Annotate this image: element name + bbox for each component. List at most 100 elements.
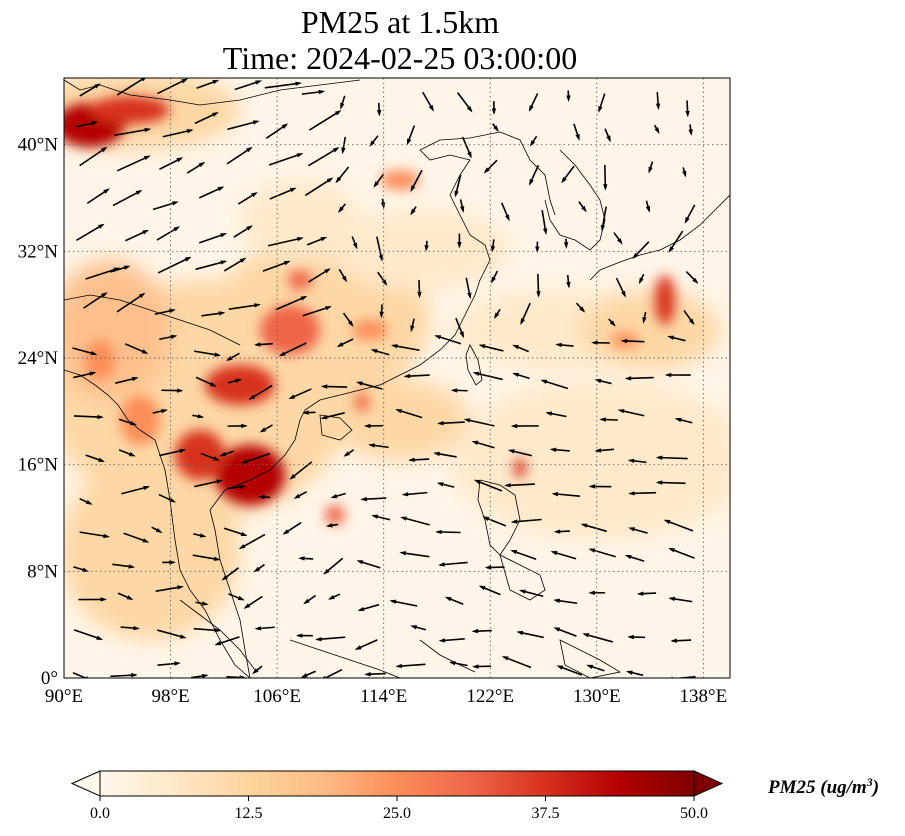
colorbar-tick-label: 50.0 — [680, 805, 708, 822]
wind-arrow — [632, 241, 650, 260]
wind-arrow — [578, 201, 587, 213]
colorbar-tick-label: 12.5 — [235, 805, 263, 822]
wind-arrow — [491, 101, 497, 115]
wind-arrow — [685, 100, 690, 118]
wind-arrow — [327, 593, 341, 600]
wind-arrow — [79, 531, 110, 539]
wind-arrow — [553, 627, 577, 637]
wind-arrow — [553, 598, 578, 605]
wind-arrow — [624, 554, 645, 562]
wind-arrow — [664, 372, 691, 378]
wind-arrow — [110, 265, 131, 273]
wind-arrow — [436, 482, 455, 488]
wind-arrow — [186, 161, 206, 174]
wind-arrow — [115, 376, 139, 384]
wind-arrow — [482, 516, 507, 527]
wind-arrow — [688, 124, 693, 137]
lat-tick-label: 16°N — [18, 455, 59, 476]
colorbar-min-extend — [70, 770, 101, 797]
lat-tick-label: 8°N — [27, 561, 58, 582]
wind-arrow — [478, 344, 504, 352]
wind-arrow — [110, 673, 138, 678]
wind-arrow — [620, 338, 645, 344]
wind-arrow — [389, 599, 418, 607]
colorbar-tick-label: 25.0 — [383, 805, 411, 822]
wind-arrow — [155, 585, 184, 592]
wind-arrow — [192, 554, 221, 561]
wind-arrow — [351, 236, 358, 250]
wind-arrow — [410, 206, 417, 216]
wind-arrow — [424, 240, 429, 252]
colorbar: 0.0 12.5 25.0 37.5 50.0 PM25 (ug/m3) — [70, 770, 879, 822]
wind-arrow — [627, 458, 647, 464]
wind-arrow — [161, 388, 184, 393]
wind-arrow — [195, 260, 228, 271]
wind-arrow — [306, 236, 328, 246]
wind-arrow — [85, 454, 105, 462]
wind-arrow — [580, 523, 607, 533]
wind-arrow — [73, 629, 104, 640]
lon-tick-label: 90°E — [45, 686, 83, 707]
wind-arrow — [265, 123, 289, 139]
wind-arrow — [196, 79, 220, 89]
wind-arrow — [604, 128, 611, 143]
wind-arrow — [123, 532, 150, 543]
wind-arrow — [682, 167, 687, 178]
wind-arrow — [655, 455, 688, 460]
wind-arrow — [342, 312, 354, 328]
wind-arrow — [338, 203, 346, 214]
wind-arrow — [598, 93, 606, 113]
wind-arrow — [599, 417, 618, 422]
wind-arrow — [223, 257, 247, 272]
wind-arrow — [667, 335, 686, 342]
lon-tick-label: 138°E — [680, 686, 728, 707]
wind-arrow — [371, 514, 391, 521]
wind-arrow — [551, 492, 581, 497]
wind-arrow — [549, 447, 570, 452]
wind-arrow — [157, 661, 181, 666]
wind-arrow — [608, 318, 616, 327]
wind-arrow — [555, 342, 574, 348]
wind-arrow — [556, 665, 583, 676]
wind-arrow — [308, 268, 331, 283]
wind-arrow — [152, 201, 179, 211]
wind-arrow — [194, 479, 224, 488]
wind-arrow — [262, 260, 291, 272]
lon-tick-label: 130°E — [573, 686, 621, 707]
wind-arrow — [72, 347, 98, 356]
wind-arrow — [379, 304, 384, 319]
wind-arrow — [403, 373, 430, 379]
wind-arrow — [484, 565, 505, 570]
wind-arrow — [655, 480, 686, 485]
wind-arrow — [79, 497, 93, 505]
wind-arrow — [363, 423, 383, 429]
wind-arrow — [195, 376, 217, 387]
wind-arrow — [190, 673, 209, 678]
wind-arrow — [450, 388, 468, 393]
wind-arrow — [473, 479, 503, 492]
wind-arrow — [226, 352, 240, 361]
wind-arrow — [638, 273, 645, 285]
wind-arrow — [116, 155, 151, 172]
wind-arrow — [193, 350, 222, 357]
wind-arrow — [588, 590, 606, 596]
wind-arrow — [116, 292, 146, 313]
wind-arrow — [528, 93, 539, 112]
wind-arrow — [471, 628, 492, 634]
wind-arrow — [563, 238, 569, 249]
wind-arrow — [455, 317, 464, 339]
wind-arrow — [684, 204, 696, 224]
wind-arrow — [78, 597, 108, 602]
wind-arrow — [156, 226, 181, 241]
wind-arrow — [400, 516, 430, 526]
wind-arrow — [655, 92, 661, 111]
wind-arrow — [282, 521, 302, 535]
wind-arrow — [594, 448, 614, 453]
wind-arrow — [303, 594, 317, 605]
colorbar-gradient — [100, 771, 694, 796]
wind-arrow — [456, 92, 473, 113]
wind-arrow — [483, 159, 498, 174]
wind-arrow — [437, 420, 465, 426]
wind-arrow — [582, 633, 614, 643]
wind-arrow — [594, 378, 612, 385]
